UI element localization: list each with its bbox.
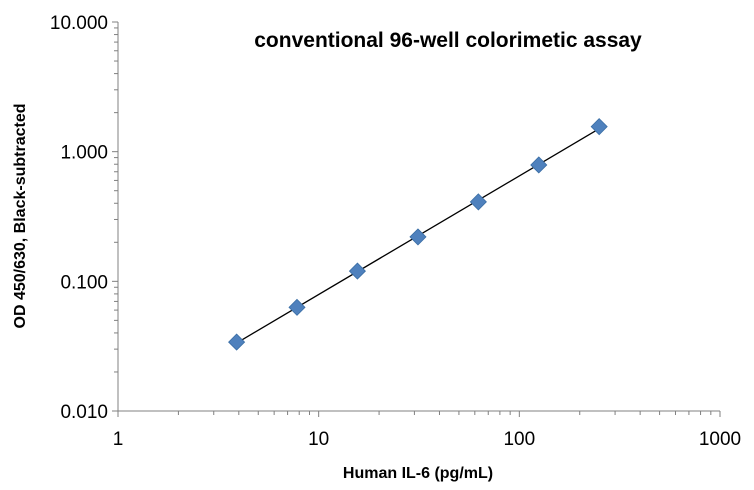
data-point-6 xyxy=(590,118,608,136)
y-tick-label: 0.010 xyxy=(60,402,108,423)
axes xyxy=(117,22,720,412)
y-tick-label: 0.100 xyxy=(60,272,108,293)
chart-title: conventional 96-well colorimetic assay xyxy=(254,29,642,52)
data-point-4 xyxy=(469,193,487,211)
x-axis-title: Human IL-6 (pg/mL) xyxy=(343,465,493,482)
x-tick-label: 10 xyxy=(308,429,329,450)
data-point-2 xyxy=(348,262,366,280)
data-point-3 xyxy=(409,228,427,246)
y-axis-title: OD 450/630, Black-subtracted xyxy=(12,104,29,329)
y-tick-label: 1.000 xyxy=(60,143,108,164)
data-point-1 xyxy=(288,298,306,316)
data-point-5 xyxy=(530,156,548,174)
data-point-0 xyxy=(228,333,246,351)
y-tick-label: 10.000 xyxy=(50,13,108,34)
ticks: 1 10 100 1000 10.000 1.000 0.100 0.010 xyxy=(50,13,741,450)
x-tick-label: 100 xyxy=(503,429,535,450)
data-points xyxy=(228,118,608,351)
x-tick-label: 1000 xyxy=(699,429,741,450)
x-tick-label: 1 xyxy=(113,429,124,450)
